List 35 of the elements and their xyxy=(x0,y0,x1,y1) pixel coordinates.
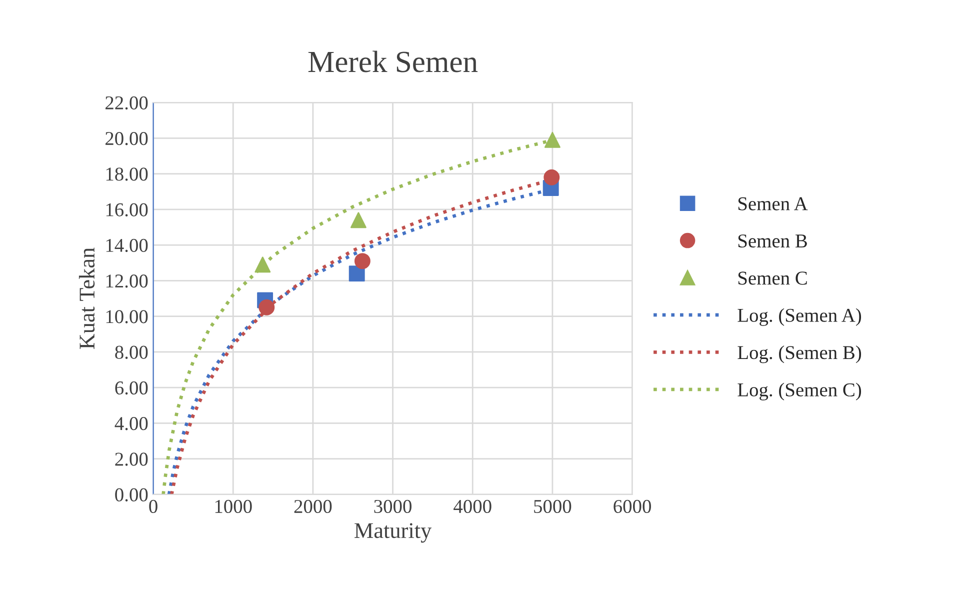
legend-label: Semen C xyxy=(738,272,807,285)
legend-label: Semen B xyxy=(738,234,807,248)
point xyxy=(544,132,560,148)
y-tick-label: 8.00 xyxy=(115,346,148,359)
y-tick-label: 18.00 xyxy=(106,168,148,181)
y-tick-label: 20.00 xyxy=(106,132,148,146)
y-tick-label: 0.00 xyxy=(115,488,148,502)
y-tick-label: 10.00 xyxy=(106,310,148,324)
chart-title: Merek Semen xyxy=(308,50,478,72)
y-tick-label: 14.00 xyxy=(106,238,148,252)
x-tick-label: 2000 xyxy=(294,500,332,514)
x-axis-title: Maturity xyxy=(354,523,432,543)
point xyxy=(544,169,560,186)
y-tick-label: 2.00 xyxy=(115,452,148,466)
x-tick-label: 5000 xyxy=(534,500,572,514)
point xyxy=(354,253,370,270)
legend-label: Semen A xyxy=(738,197,808,210)
legend-label: Log. (Semen A) xyxy=(738,308,862,326)
legend-label: Log. (Semen C) xyxy=(738,382,862,400)
x-tick-label: 4000 xyxy=(454,500,492,514)
point xyxy=(350,212,366,228)
x-tick-label: 1000 xyxy=(215,500,252,514)
x-tick-label: 6000 xyxy=(614,500,651,514)
legend-label: Log. (Semen B) xyxy=(738,345,862,364)
x-tick-label: 0 xyxy=(149,500,158,514)
x-tick-label: 3000 xyxy=(374,500,412,514)
y-axis-title: Kuat Tekan xyxy=(78,248,95,350)
y-tick-label: 22.00 xyxy=(106,96,148,110)
y-tick-label: 12.00 xyxy=(106,274,148,288)
y-tick-label: 6.00 xyxy=(115,381,148,395)
point xyxy=(254,256,271,273)
point xyxy=(348,266,365,282)
y-tick-label: 4.00 xyxy=(114,417,148,430)
y-tick-label: 16.00 xyxy=(106,203,148,216)
point xyxy=(258,299,275,316)
